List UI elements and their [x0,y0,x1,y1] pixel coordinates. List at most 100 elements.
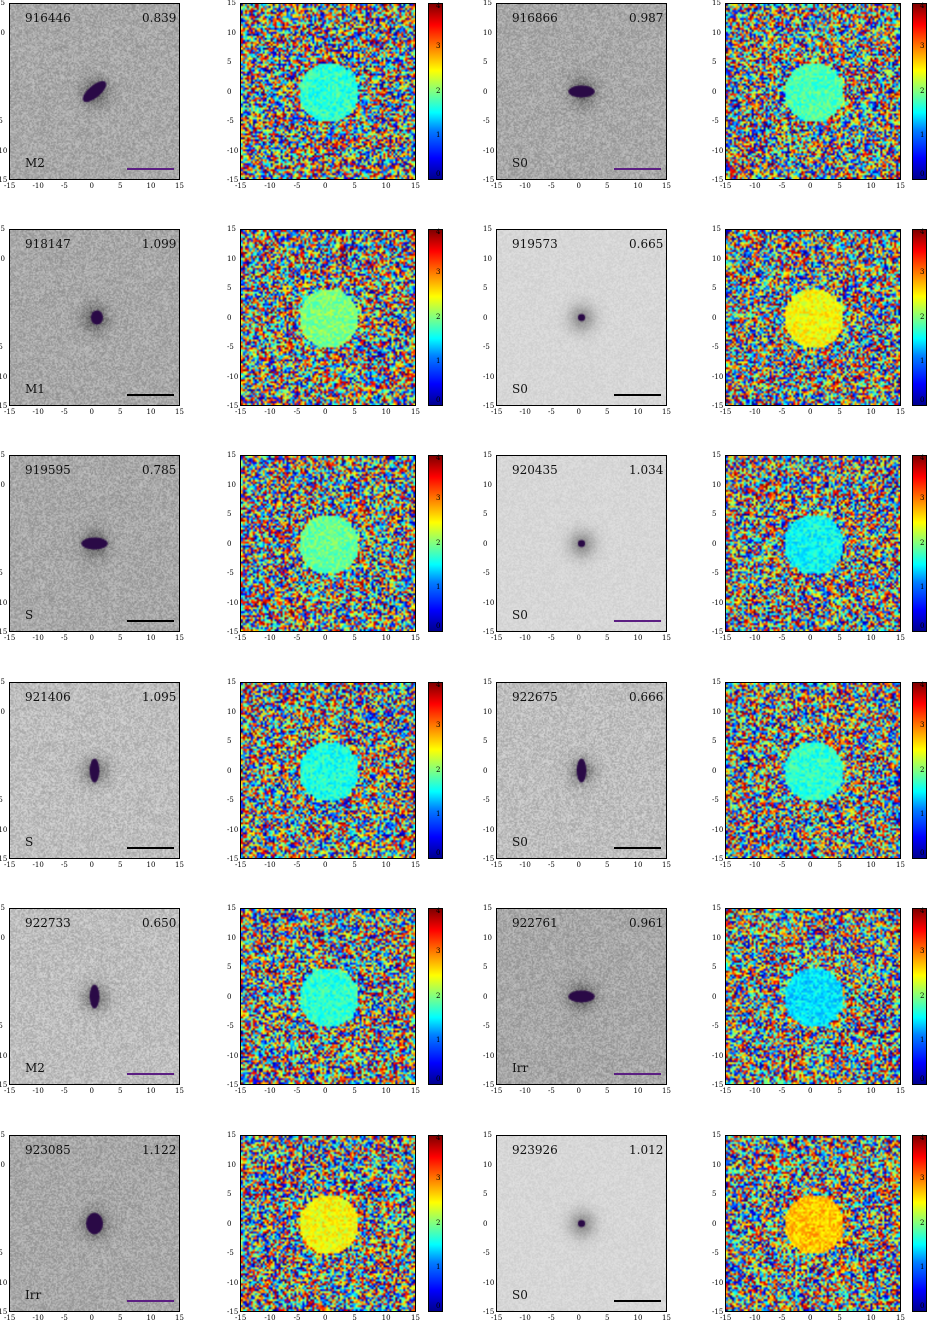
colorbar-tick: 1 [436,130,441,139]
galaxy-image-y-tick: -5 [0,796,3,804]
galaxy-image-y-tick: 0 [483,87,488,96]
color-map-x-tick: -5 [778,1314,786,1322]
galaxy-image-x-tick: 15 [175,861,184,869]
galaxy-image-x-tick: 0 [89,1087,94,1095]
scale-bar [127,168,174,170]
colorbar [912,1135,927,1312]
galaxy-image-y-tick: -15 [483,855,495,863]
galaxy-image-x-tick: 0 [576,182,581,190]
color-map-x-tick: 0 [323,1087,328,1095]
galaxy-image-x-tick: -10 [519,634,531,642]
colorbar [428,455,443,632]
scale-bar [127,1073,174,1075]
color-map-y-tick: 15 [712,225,721,233]
galaxy-image-panel [9,908,180,1085]
galaxy-image-y-tick: 15 [483,678,492,686]
galaxy-image-x-tick: 5 [118,1314,123,1322]
galaxy-image-x-tick: 5 [118,1087,123,1095]
galaxy-image-y-tick: -15 [483,1308,495,1316]
galaxy-id-label: 922675 [512,690,558,704]
galaxy-image-x-tick: 10 [146,1087,156,1095]
color-map-x-tick: -10 [749,408,761,416]
color-map-y-tick: -15 [227,855,239,863]
galaxy-image-y-tick: 0 [483,992,488,1001]
color-map-y-tick: 5 [712,737,717,745]
colorbar-tick: 0 [920,1075,925,1083]
galaxy-image [497,683,666,858]
color-map-y-tick: -15 [712,176,724,184]
galaxy-image-y-tick: 10 [0,707,5,716]
galaxy-image-x-tick: 0 [89,182,94,190]
color-map-y-tick: 10 [227,28,236,37]
color-map-x-tick: 15 [411,408,420,416]
galaxy-id-label: 923926 [512,1143,558,1157]
galaxy-image-x-tick: 0 [576,1087,581,1095]
galaxy-image-x-tick: 5 [118,408,123,416]
galaxy-image-x-tick: -15 [4,408,16,416]
galaxy-image-y-tick: 5 [483,284,488,292]
galaxy-image-x-tick: -5 [548,408,555,416]
galaxy-image-x-tick: 5 [118,634,123,642]
galaxy-image-y-tick: 15 [0,451,5,459]
color-map-y-tick: -15 [712,628,724,636]
color-map-panel [725,455,901,632]
galaxy-image-x-tick: 10 [146,182,156,190]
galaxy-image-y-tick: 10 [0,480,5,489]
galaxy-id-label: 922761 [512,916,558,930]
color-map-x-tick: -5 [293,1314,301,1322]
color-map-panel [240,1135,416,1312]
galaxy-image-panel [496,3,667,180]
colorbar-tick: 2 [920,1218,925,1227]
color-map-y-tick: 5 [227,737,232,745]
color-map-x-tick: 15 [896,182,905,190]
colorbar-tick: 0 [920,170,925,178]
galaxy-image-y-tick: -10 [483,1051,495,1060]
color-map [241,4,415,179]
redshift-label: 0.665 [629,237,664,251]
galaxy-image-panel [496,229,667,406]
galaxy-image-x-tick: 10 [146,408,156,416]
galaxy-image-x-tick: 5 [118,861,123,869]
galaxy-image-y-tick: 0 [483,1219,488,1228]
scale-bar [614,1073,661,1075]
colorbar-tick: 0 [920,622,925,630]
redshift-label: 0.961 [629,916,664,930]
color-map-y-tick: 15 [227,225,236,233]
color-map-y-tick: -15 [227,1308,239,1316]
colorbar-tick: 4 [920,2,925,10]
colorbar-tick: 4 [436,228,441,236]
color-map-x-tick: -5 [778,408,786,416]
galaxy-image-x-tick: 0 [89,1314,94,1322]
color-map-x-tick: 5 [837,861,842,869]
color-map-y-tick: -5 [712,1022,719,1030]
galaxy-image-y-tick: 15 [483,451,492,459]
galaxy-image-x-tick: 5 [605,634,610,642]
galaxy-image-y-tick: 5 [483,510,488,518]
colorbar-tick: 4 [436,1134,441,1142]
galaxy-image-x-tick: -15 [4,1314,16,1322]
color-map-x-tick: -5 [778,1087,786,1095]
galaxy-image-x-tick: -5 [61,861,68,869]
color-map-y-tick: -5 [712,343,719,351]
galaxy-image-x-tick: 0 [89,861,94,869]
galaxy-image-x-tick: 10 [146,1314,156,1322]
galaxy-image-x-tick: -5 [548,634,555,642]
color-map-y-tick: 0 [712,87,717,96]
color-map-y-tick: 15 [712,1131,721,1139]
color-map-y-tick: 10 [227,1160,236,1169]
color-map-y-tick: 10 [227,480,236,489]
scale-bar [614,168,661,170]
color-map-x-tick: 10 [866,1087,876,1095]
galaxy-image [497,4,666,179]
galaxy-image-y-tick: 15 [0,225,5,233]
colorbar-tick: 0 [436,170,441,178]
galaxy-image-x-tick: 15 [175,182,184,190]
color-map-x-tick: 5 [352,408,357,416]
galaxy-image-x-tick: -5 [61,182,68,190]
color-map-y-tick: -10 [712,825,724,834]
morphology-label: Irr [512,1061,529,1075]
colorbar-tick: 3 [920,268,925,277]
colorbar-tick: 1 [436,809,441,818]
color-map-y-tick: -10 [712,1051,724,1060]
colorbar-tick: 3 [920,494,925,503]
